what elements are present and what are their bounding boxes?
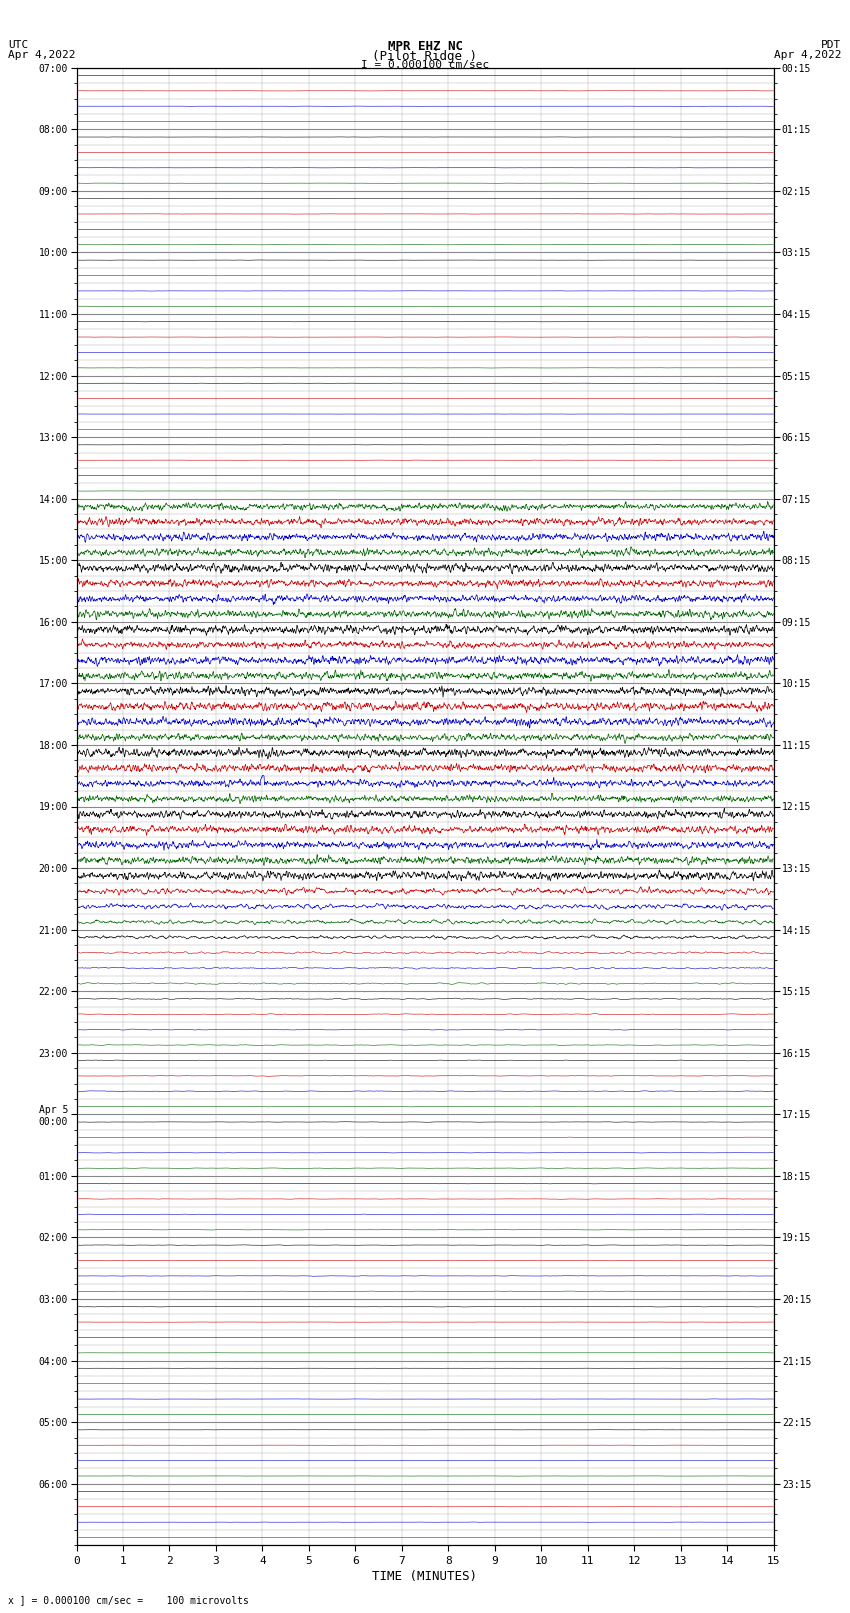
Text: PDT: PDT [821, 40, 842, 50]
X-axis label: TIME (MINUTES): TIME (MINUTES) [372, 1569, 478, 1582]
Text: x ] = 0.000100 cm/sec =    100 microvolts: x ] = 0.000100 cm/sec = 100 microvolts [8, 1595, 249, 1605]
Text: Apr 4,2022: Apr 4,2022 [774, 50, 842, 60]
Text: I = 0.000100 cm/sec: I = 0.000100 cm/sec [361, 60, 489, 69]
Text: MPR EHZ NC: MPR EHZ NC [388, 40, 462, 53]
Text: (Pilot Ridge ): (Pilot Ridge ) [372, 50, 478, 63]
Text: UTC: UTC [8, 40, 29, 50]
Text: Apr 4,2022: Apr 4,2022 [8, 50, 76, 60]
